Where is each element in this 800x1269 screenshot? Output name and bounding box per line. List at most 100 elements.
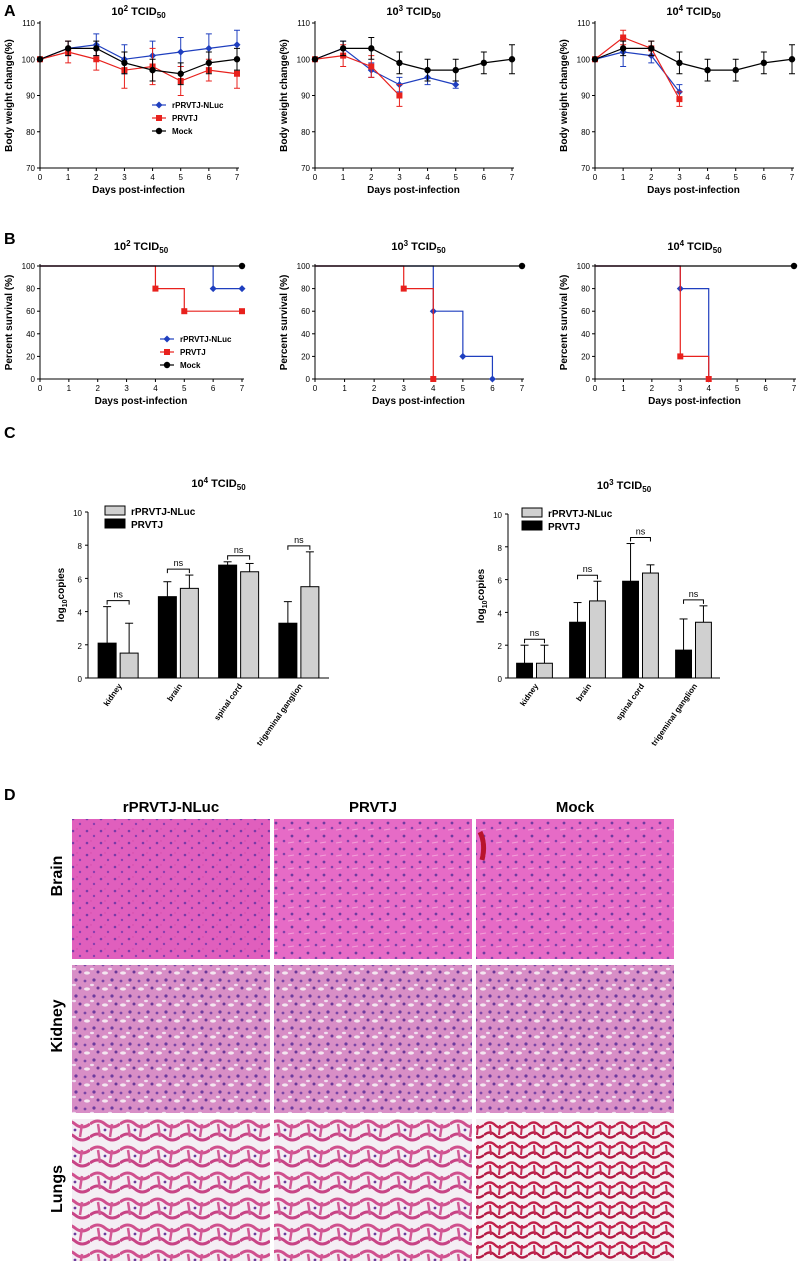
y-tick-label: 90 bbox=[581, 92, 590, 101]
significance-bracket bbox=[106, 600, 130, 605]
y-tick-label: 2 bbox=[498, 642, 503, 651]
x-tick-label: 0 bbox=[313, 384, 318, 393]
series-line bbox=[594, 51, 680, 93]
legend-swatch bbox=[104, 518, 126, 529]
histology-vessel bbox=[477, 830, 487, 861]
significance-label: ns bbox=[113, 590, 123, 600]
panel-letter-b: B bbox=[4, 231, 16, 248]
y-tick-label: 0 bbox=[31, 375, 36, 384]
data-point bbox=[676, 59, 683, 67]
y-tick-label: 4 bbox=[498, 609, 503, 618]
series-prvtj bbox=[595, 265, 712, 382]
histology-image-kidney-mock bbox=[476, 965, 674, 1113]
y-tick-label: 100 bbox=[22, 262, 36, 271]
x-tick-label: 1 bbox=[621, 173, 626, 182]
x-tick-label: 0 bbox=[38, 173, 43, 182]
x-tick-label: 2 bbox=[372, 384, 377, 393]
bar bbox=[119, 652, 139, 679]
histology-image-brain-mock bbox=[476, 819, 674, 959]
y-tick-label: 10 bbox=[73, 509, 82, 518]
chart-title: 104 TCID50 bbox=[191, 476, 246, 492]
y-tick-label: 90 bbox=[26, 92, 35, 101]
significance-bracket bbox=[524, 638, 545, 644]
x-tick-label: 2 bbox=[369, 173, 374, 182]
x-tick-label: 4 bbox=[153, 384, 158, 393]
x-tick-label: 7 bbox=[510, 173, 515, 182]
histology-column-label: PRVTJ bbox=[349, 799, 397, 816]
x-tick-label: 2 bbox=[650, 384, 655, 393]
significance-label: ns bbox=[583, 564, 593, 574]
data-point bbox=[396, 92, 403, 99]
y-axis-label: Body weight change(%) bbox=[559, 39, 570, 152]
y-tick-label: 70 bbox=[581, 164, 590, 173]
legend-swatch bbox=[521, 520, 543, 531]
series-rprvtj-nluc bbox=[40, 265, 246, 293]
x-axis-label: Days post-infection bbox=[648, 396, 741, 407]
data-point bbox=[209, 285, 217, 293]
y-axis-label: Body weight change(%) bbox=[279, 39, 290, 152]
x-tick-label: 4 bbox=[425, 173, 430, 182]
series-line bbox=[39, 44, 238, 60]
x-tick-label: trigeminal ganglion bbox=[649, 682, 699, 748]
x-axis-label: Days post-infection bbox=[372, 396, 465, 407]
legend-label: rPRVTJ-NLuc bbox=[548, 509, 613, 520]
data-point bbox=[181, 308, 188, 315]
x-tick-label: 3 bbox=[677, 173, 682, 182]
legend-label: rPRVTJ-NLuc bbox=[180, 335, 232, 344]
significance-label: ns bbox=[174, 558, 184, 568]
bar bbox=[536, 662, 553, 679]
x-tick-label: 1 bbox=[342, 384, 347, 393]
x-tick-label: 2 bbox=[95, 384, 100, 393]
data-point bbox=[591, 56, 599, 63]
survival-line bbox=[315, 265, 434, 379]
y-tick-label: 20 bbox=[301, 352, 310, 361]
data-point bbox=[452, 81, 460, 89]
histology-row-label: Brain bbox=[49, 856, 66, 897]
data-point bbox=[155, 127, 163, 135]
series-rprvtj-nluc bbox=[595, 265, 713, 383]
y-axis-label: Percent survival (%) bbox=[559, 275, 570, 371]
significance-bracket bbox=[166, 568, 190, 574]
y-tick-label: 80 bbox=[581, 128, 590, 137]
data-point bbox=[430, 376, 437, 382]
y-tick-label: 80 bbox=[581, 285, 590, 294]
x-tick-label: 3 bbox=[124, 384, 129, 393]
data-point bbox=[233, 56, 241, 63]
data-point bbox=[788, 56, 796, 63]
series-mock bbox=[591, 40, 796, 82]
histology-column-label: Mock bbox=[556, 799, 595, 816]
x-tick-label: 6 bbox=[490, 384, 495, 393]
bar bbox=[157, 596, 177, 679]
x-tick-label: trigeminal ganglion bbox=[255, 682, 305, 748]
y-tick-label: 8 bbox=[498, 544, 503, 553]
x-axis-label: Days post-infection bbox=[92, 185, 185, 196]
y-tick-label: 0 bbox=[498, 675, 503, 684]
series-rprvtj-nluc bbox=[311, 40, 460, 93]
x-tick-label: 4 bbox=[431, 384, 436, 393]
y-tick-label: 60 bbox=[26, 307, 35, 316]
x-tick-label: 0 bbox=[38, 384, 43, 393]
series-mock bbox=[36, 40, 241, 86]
data-point bbox=[311, 56, 319, 63]
y-tick-label: 70 bbox=[301, 164, 310, 173]
y-tick-label: 110 bbox=[577, 19, 590, 28]
y-axis-label: Body weight change(%) bbox=[4, 39, 15, 152]
y-tick-label: 80 bbox=[301, 285, 310, 294]
histology-image-kidney-rprvtj-nluc bbox=[72, 965, 270, 1113]
data-point bbox=[732, 66, 739, 74]
data-point bbox=[368, 45, 375, 52]
series-line bbox=[314, 47, 513, 71]
x-tick-label: spinal cord bbox=[614, 682, 646, 722]
x-tick-label: 1 bbox=[67, 384, 72, 393]
significance-label: ns bbox=[530, 628, 540, 638]
x-tick-label: 1 bbox=[341, 173, 346, 182]
y-tick-label: 4 bbox=[78, 609, 83, 618]
x-tick-label: 0 bbox=[593, 173, 598, 182]
y-tick-label: 100 bbox=[577, 55, 591, 64]
series-line bbox=[39, 51, 238, 82]
bar bbox=[300, 586, 320, 679]
y-axis-label: log10copies bbox=[476, 568, 489, 623]
legend-label: rPRVTJ-NLuc bbox=[131, 507, 196, 518]
y-tick-label: 90 bbox=[301, 92, 310, 101]
